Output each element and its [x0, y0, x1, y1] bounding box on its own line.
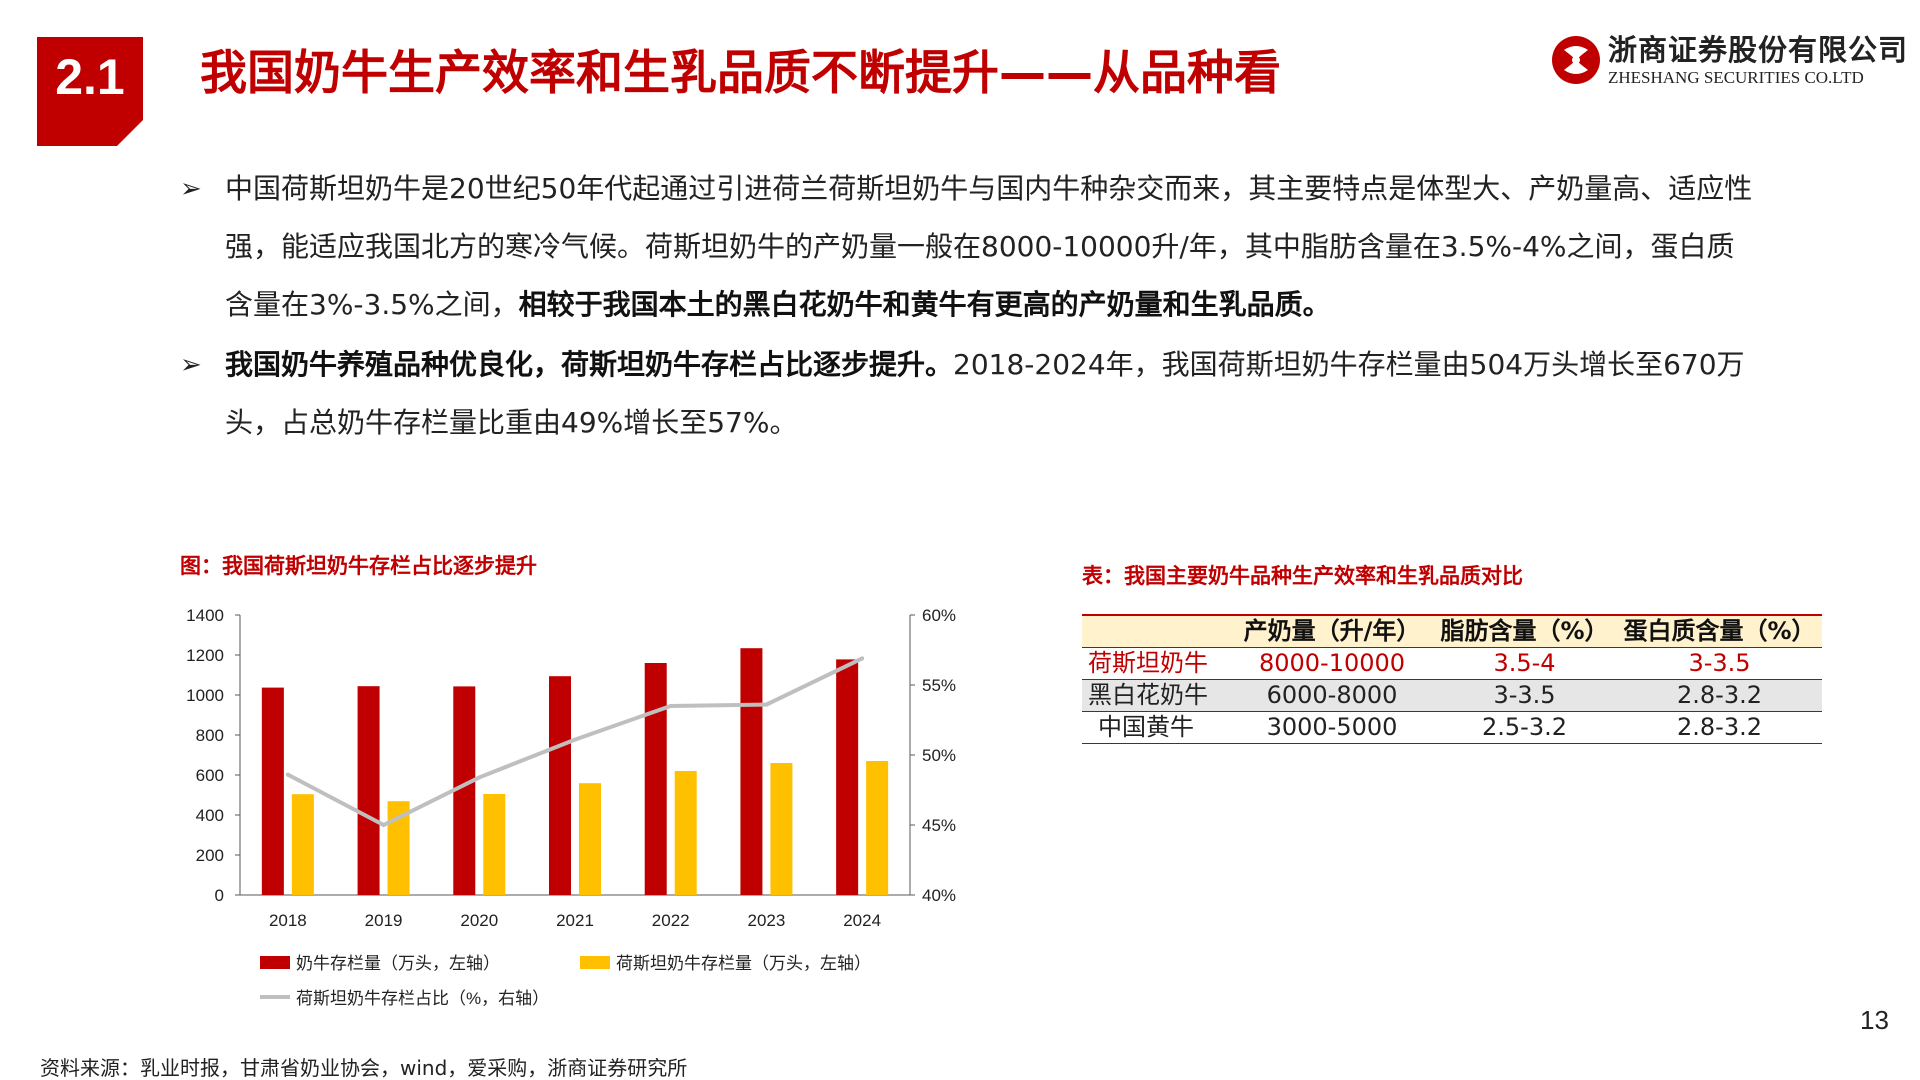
bar-total-cows	[740, 648, 763, 895]
line-point	[477, 775, 482, 780]
table-cell: 3-3.5	[1493, 681, 1556, 709]
bar-total-cows	[549, 676, 571, 895]
page-title: 我国奶牛生产效率和生乳品质不断提升——从品种看	[200, 46, 1281, 101]
chart-canvas: 0 200 400 600 800 1000 1200 1400 40% 45% 50% 55% 60%…	[186, 606, 956, 1008]
bullet-list: ➢ 中国荷斯坦奶牛是20世纪50年代起通过引进荷兰荷斯坦奶牛与国内牛种杂交而来，…	[180, 160, 1760, 454]
left-tick-label: 600	[196, 766, 224, 785]
x-tick-label: 2019	[365, 911, 403, 930]
company-logo: 浙商证券股份有限公司 ZHESHANG SECURITIES CO.LTD	[1550, 32, 1907, 92]
bar-total-cows	[644, 663, 667, 895]
left-tick-label: 1000	[186, 686, 224, 705]
logo-name-en: ZHESHANG SECURITIES CO.LTD	[1608, 68, 1864, 87]
bar-holstein-cows	[866, 761, 889, 895]
legend-swatch	[580, 956, 610, 969]
left-tick-label: 0	[215, 886, 224, 905]
chart-title: 图：我国荷斯坦奶牛存栏占比逐步提升	[180, 554, 537, 578]
table-cell: 8000-10000	[1258, 649, 1406, 677]
table-header-cell: 脂肪含量（%）	[1440, 617, 1609, 646]
breed-comparison-table: 产奶量（升/年） 脂肪含量（%） 蛋白质含量（%） 荷斯坦奶牛 8000-100…	[1082, 614, 1822, 744]
line-point	[381, 823, 386, 827]
bullet-item-breed-upgrade: ➢ 我国奶牛养殖品种优良化，荷斯坦奶牛存栏占比逐步提升。2018-2024年，我…	[180, 336, 1760, 452]
table-cell: 2.5-3.2	[1482, 713, 1567, 741]
bullet-text-bold: 我国奶牛养殖品种优良化，荷斯坦奶牛存栏占比逐步提升。	[225, 348, 954, 381]
table-cell: 3-3.5	[1688, 649, 1751, 677]
legend-label: 奶牛存栏量（万头，左轴）	[296, 954, 500, 973]
section-number: 2.1	[55, 49, 125, 105]
legend-swatch	[260, 956, 290, 969]
bullet-text: 2018-2024年，我国荷斯坦奶牛存栏量由504万头增长至670万头，占总奶牛…	[225, 348, 1745, 439]
right-tick-label: 45%	[922, 816, 956, 835]
bar-holstein-cows	[483, 794, 506, 895]
bar-holstein-cows	[579, 783, 601, 895]
section-badge: 2.1	[37, 37, 143, 146]
x-tick-label: 2020	[460, 911, 498, 930]
legend-label: 荷斯坦奶牛存栏占比（%，右轴）	[296, 989, 549, 1008]
bar-holstein-cows	[291, 794, 314, 895]
bar-holstein-cows	[674, 771, 697, 895]
logo-mark-icon	[1552, 36, 1600, 84]
line-point	[668, 704, 673, 708]
left-tick-label: 1400	[186, 606, 224, 625]
left-tick-label: 400	[196, 806, 224, 825]
right-tick-label: 55%	[922, 676, 956, 695]
right-tick-label: 50%	[922, 746, 956, 765]
table-header-cell: 蛋白质含量（%）	[1623, 617, 1816, 646]
line-point	[860, 656, 865, 661]
bar-total-cows	[357, 686, 380, 895]
table-header-row: 产奶量（升/年） 脂肪含量（%） 蛋白质含量（%）	[1082, 615, 1822, 647]
table-title: 表：我国主要奶牛品种生产效率和生乳品质对比	[1082, 564, 1523, 588]
table-cell: 黑白花奶牛	[1088, 681, 1208, 709]
logo-name-cn: 浙商证券股份有限公司	[1608, 33, 1909, 67]
legend-label: 荷斯坦奶牛存栏量（万头，左轴）	[616, 954, 871, 973]
page-number: 13	[1860, 1005, 1889, 1035]
arrow-bullet-icon: ➢	[180, 174, 202, 204]
table-cell: 2.8-3.2	[1677, 681, 1762, 709]
table-header-cell	[1082, 615, 1232, 647]
source-note: 资料来源：乳业时报，甘肃省奶业协会，wind，爱采购，浙商证券研究所	[40, 1056, 688, 1080]
x-tick-label: 2022	[652, 911, 690, 930]
line-point	[573, 737, 577, 742]
bar-total-cows	[836, 659, 859, 895]
x-tick-label: 2023	[748, 911, 786, 930]
left-tick-label: 200	[196, 846, 224, 865]
x-tick-label: 2018	[269, 911, 307, 930]
line-point	[285, 772, 290, 777]
right-tick-label: 60%	[922, 606, 956, 625]
table-cell: 3.5-4	[1493, 649, 1556, 677]
bullet-item-holstein-traits: ➢ 中国荷斯坦奶牛是20世纪50年代起通过引进荷兰荷斯坦奶牛与国内牛种杂交而来，…	[180, 160, 1760, 334]
table-row: 荷斯坦奶牛 8000-10000 3.5-4 3-3.5	[1082, 647, 1822, 679]
x-tick-label: 2021	[556, 911, 594, 930]
holstein-share-chart: 0 200 400 600 800 1000 1200 1400 40% 45% 50% 55% 60%…	[160, 590, 990, 1030]
right-tick-label: 40%	[922, 886, 956, 905]
table-cell: 中国黄牛	[1098, 713, 1194, 741]
x-tick-label: 2024	[843, 911, 881, 930]
table-cell: 3000-5000	[1266, 713, 1398, 741]
table-cell: 荷斯坦奶牛	[1088, 649, 1208, 677]
table-row: 黑白花奶牛 6000-8000 3-3.5 2.8-3.2	[1082, 679, 1822, 711]
table-cell: 6000-8000	[1266, 681, 1398, 709]
table-row: 中国黄牛 3000-5000 2.5-3.2 2.8-3.2	[1082, 711, 1822, 743]
line-point	[764, 702, 769, 707]
bullet-text-bold: 相较于我国本土的黑白花奶牛和黄牛有更高的产奶量和生乳品质。	[518, 288, 1331, 321]
bar-total-cows	[453, 686, 476, 895]
table-header-cell: 产奶量（升/年）	[1243, 617, 1421, 646]
left-tick-label: 800	[196, 726, 224, 745]
bullet-text: 中国荷斯坦奶牛是20世纪50年代起通过引进荷兰荷斯坦奶牛与国内牛种杂交而来，其主…	[225, 172, 1753, 321]
table-cell: 2.8-3.2	[1677, 713, 1762, 741]
left-tick-label: 1200	[186, 646, 224, 665]
bar-holstein-cows	[387, 801, 410, 895]
bar-total-cows	[261, 687, 284, 895]
bar-holstein-cows	[770, 763, 793, 895]
arrow-bullet-icon: ➢	[180, 350, 202, 380]
